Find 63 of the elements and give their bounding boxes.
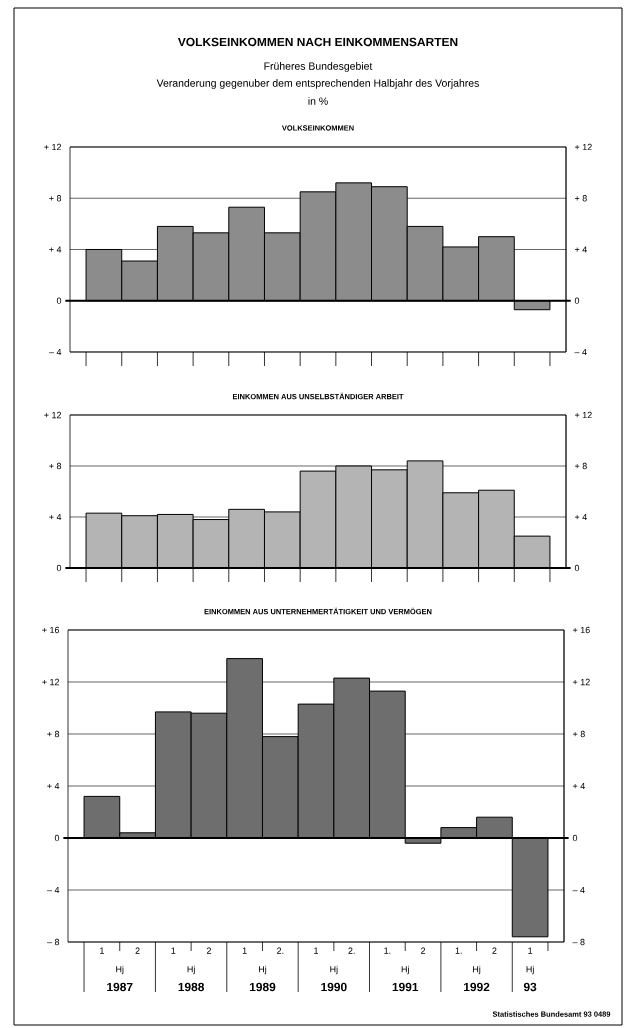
x-tick-label: 1 (171, 947, 176, 954)
y-tick-label: + 4 (49, 246, 62, 253)
y2-tick-label: 0 (574, 564, 580, 572)
x-tick-label: 2 (206, 947, 211, 954)
text: in % (308, 97, 328, 105)
y2-tick-label: 0 (574, 297, 580, 304)
text: 1987 (107, 982, 133, 992)
text: 1991 (392, 982, 419, 992)
y-tick-label: + 12 (44, 143, 62, 151)
x-tick-label: 1. (384, 947, 391, 954)
x-tick-label: 1. (455, 947, 462, 954)
text: Hj (187, 965, 195, 975)
y2-tick-label: – 4 (572, 886, 585, 894)
text: 1988 (178, 982, 205, 992)
x-tick-label: 2. (277, 947, 284, 954)
y2-tick-label: + 8 (574, 462, 587, 470)
y-tick-label: + 12 (42, 678, 60, 686)
text: Hj (116, 965, 124, 975)
x-tick-label: 2. (348, 947, 355, 954)
y2-tick-label: + 12 (572, 678, 590, 686)
y2-tick-label: + 4 (574, 513, 587, 521)
text: Veranderung gegenuber dem entsprechenden Halbjahr des Vorjahres (156, 79, 479, 89)
chart-title: VOLKSEINKOMMEN NACH EINKOMMENSARTEN (177, 37, 458, 47)
y-tick-label: – 4 (47, 886, 60, 894)
x-tick-label: 1 (528, 947, 533, 954)
y2-tick-label: + 16 (572, 626, 590, 634)
text: Hj (330, 965, 338, 975)
text: Hj (473, 965, 481, 975)
text: Hj (258, 965, 267, 975)
y2-tick-label: + 4 (572, 782, 585, 790)
y-tick-label: 0 (54, 834, 60, 842)
y-tick-label: 0 (56, 297, 62, 304)
y2-tick-label: + 8 (572, 730, 585, 738)
x-tick-label: 1 (100, 947, 104, 954)
x-tick-label: 2 (135, 947, 140, 954)
y2-tick-label: – 4 (574, 348, 587, 356)
y-tick-label: – 4 (49, 348, 62, 356)
x-tick-label: 2 (421, 947, 426, 954)
y-tick-label: + 4 (49, 513, 62, 521)
text: 1990 (321, 982, 347, 992)
y-tick-label: + 8 (49, 462, 62, 470)
text: Früheres Bundesgebiet (264, 62, 373, 72)
y2-tick-label: + 8 (574, 195, 587, 202)
text: 93 (523, 982, 537, 992)
y2-tick-label: + 4 (574, 246, 587, 253)
y-tick-label: + 8 (49, 195, 62, 202)
text: Hj (526, 965, 534, 975)
text: Hj (401, 965, 409, 975)
y-tick-label: + 4 (47, 782, 60, 790)
x-tick-label: 1 (314, 947, 319, 954)
y-tick-label: – 8 (47, 938, 60, 946)
y-tick-label: + 16 (42, 626, 60, 634)
text: 1992 (464, 982, 490, 992)
y-tick-label: 0 (56, 564, 62, 572)
x-tick-label: 1 (242, 947, 247, 954)
y2-tick-label: + 12 (574, 143, 592, 151)
y2-tick-label: – 8 (572, 938, 585, 946)
y2-tick-label: 0 (572, 834, 578, 842)
y-tick-label: + 8 (47, 730, 60, 738)
y-tick-label: + 12 (44, 411, 62, 419)
x-tick-label: 2 (492, 947, 497, 954)
text: 1989 (249, 982, 276, 992)
y2-tick-label: + 12 (574, 411, 592, 419)
